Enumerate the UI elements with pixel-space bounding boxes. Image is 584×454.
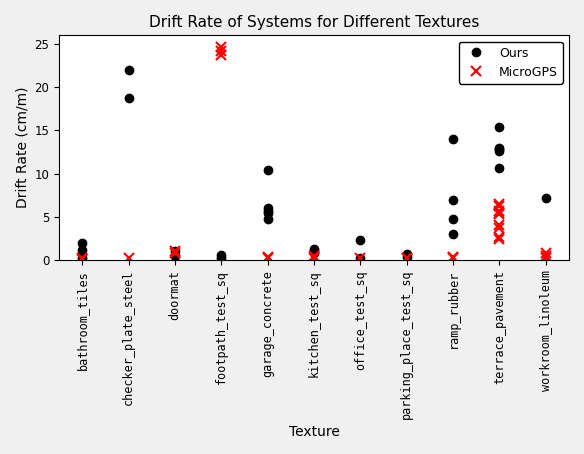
Y-axis label: Drift Rate (cm/m): Drift Rate (cm/m) [15,87,29,208]
X-axis label: Texture: Texture [288,425,339,439]
Legend: Ours, MicroGPS: Ours, MicroGPS [459,42,563,84]
Title: Drift Rate of Systems for Different Textures: Drift Rate of Systems for Different Text… [149,15,479,30]
